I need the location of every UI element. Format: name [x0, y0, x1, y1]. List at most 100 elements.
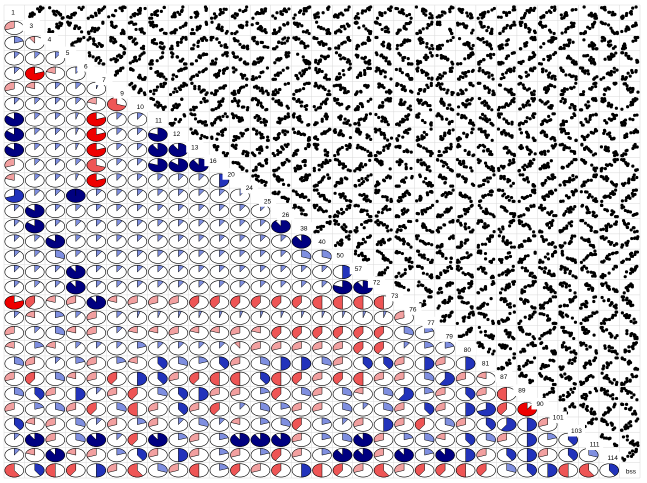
scatter-cell — [502, 145, 517, 158]
scatter-point — [487, 75, 491, 79]
scatter-point — [122, 52, 126, 56]
scatter-cell — [477, 96, 494, 112]
scatter-point — [343, 176, 347, 180]
scatter-cell — [230, 83, 249, 97]
scatter-point — [263, 123, 267, 127]
scatter-point — [591, 244, 595, 248]
scatter-point — [594, 84, 598, 89]
scatter-point — [326, 7, 330, 12]
scatter-point — [505, 151, 510, 155]
scatter-point — [56, 25, 60, 30]
scatter-point — [231, 66, 236, 70]
scatter-point — [562, 89, 566, 93]
scatter-point — [524, 70, 528, 74]
scatter-cell — [478, 112, 495, 127]
scatter-cell — [415, 219, 435, 234]
scatter-point — [614, 151, 618, 155]
scatter-point — [323, 99, 328, 103]
scatter-cell — [210, 112, 229, 127]
scatter-cell — [189, 97, 209, 112]
scatter-point — [486, 53, 490, 58]
scatter-point — [567, 73, 572, 77]
scatter-cell — [477, 66, 495, 81]
scatter-point — [300, 74, 304, 78]
scatter-point — [485, 40, 489, 44]
scatter-point — [129, 67, 133, 72]
scatter-point — [174, 28, 178, 32]
scatter-point — [263, 183, 267, 187]
scatter-point — [368, 31, 373, 36]
scatter-point — [401, 117, 405, 122]
scatter-point — [363, 240, 367, 244]
scatter-point — [159, 56, 163, 60]
scatter-point — [385, 257, 390, 262]
scatter-point — [606, 86, 610, 90]
scatter-point — [427, 23, 431, 27]
scatter-point — [320, 117, 324, 121]
scatter-cell — [620, 5, 638, 20]
scatter-cell — [271, 66, 290, 81]
scatter-point — [361, 237, 365, 241]
scatter-point — [343, 57, 347, 61]
scatter-point — [600, 39, 604, 43]
scatter-point — [362, 118, 366, 122]
scatter-point — [374, 69, 378, 73]
scatter-point — [401, 58, 405, 62]
scatter-point — [435, 199, 439, 203]
scatter-point — [152, 88, 156, 92]
scatter-point — [563, 14, 567, 18]
scatter-point — [190, 62, 194, 66]
scatter-point — [304, 67, 309, 72]
scatter-point — [304, 173, 308, 177]
scatter-point — [574, 77, 578, 81]
scatter-point — [628, 117, 632, 121]
scatter-point — [631, 6, 635, 10]
scatter-cell — [579, 20, 597, 36]
scatter-point — [546, 54, 550, 59]
scatter-point — [336, 222, 341, 226]
scatter-point — [486, 133, 490, 137]
scatter-point — [531, 136, 535, 140]
scatter-point — [481, 36, 485, 41]
scatter-point — [231, 143, 235, 147]
scatter-point — [583, 160, 587, 165]
scatter-cell — [580, 173, 599, 188]
scatter-point — [529, 204, 533, 208]
scatter-point — [450, 66, 454, 70]
scatter-cell — [435, 264, 454, 280]
scatter-point — [569, 21, 574, 25]
scatter-point — [321, 11, 325, 15]
scatter-cell — [230, 96, 250, 112]
scatter-point — [384, 59, 388, 63]
scatter-point — [382, 222, 387, 227]
scatter-point — [429, 83, 433, 88]
scatter-cell — [455, 251, 473, 264]
scatter-point — [383, 119, 387, 123]
scatter-point — [528, 159, 532, 163]
scatter-point — [593, 16, 597, 20]
scatter-point — [259, 136, 263, 140]
scatter-point — [373, 127, 377, 131]
scatter-point — [542, 239, 546, 244]
scatter-point — [150, 62, 154, 66]
scatter-point — [490, 29, 494, 33]
scatter-point — [588, 225, 593, 229]
scatter-point — [236, 39, 240, 43]
scatter-point — [609, 118, 613, 122]
scatter-point — [340, 102, 344, 106]
scatter-point — [502, 146, 506, 150]
scatter-point — [566, 25, 570, 30]
scatter-point — [363, 60, 367, 64]
scatter-point — [366, 99, 370, 103]
scatter-point — [610, 137, 614, 141]
scatter-point — [509, 184, 513, 188]
scatter-point — [381, 100, 385, 105]
scatter-point — [379, 72, 383, 76]
scatter-point — [549, 30, 553, 34]
scatter-cell — [537, 20, 556, 36]
scatter-point — [483, 161, 488, 165]
scatter-point — [447, 191, 451, 195]
scatter-point — [583, 69, 587, 73]
scatter-cell — [375, 249, 393, 264]
scatter-point — [198, 55, 202, 59]
